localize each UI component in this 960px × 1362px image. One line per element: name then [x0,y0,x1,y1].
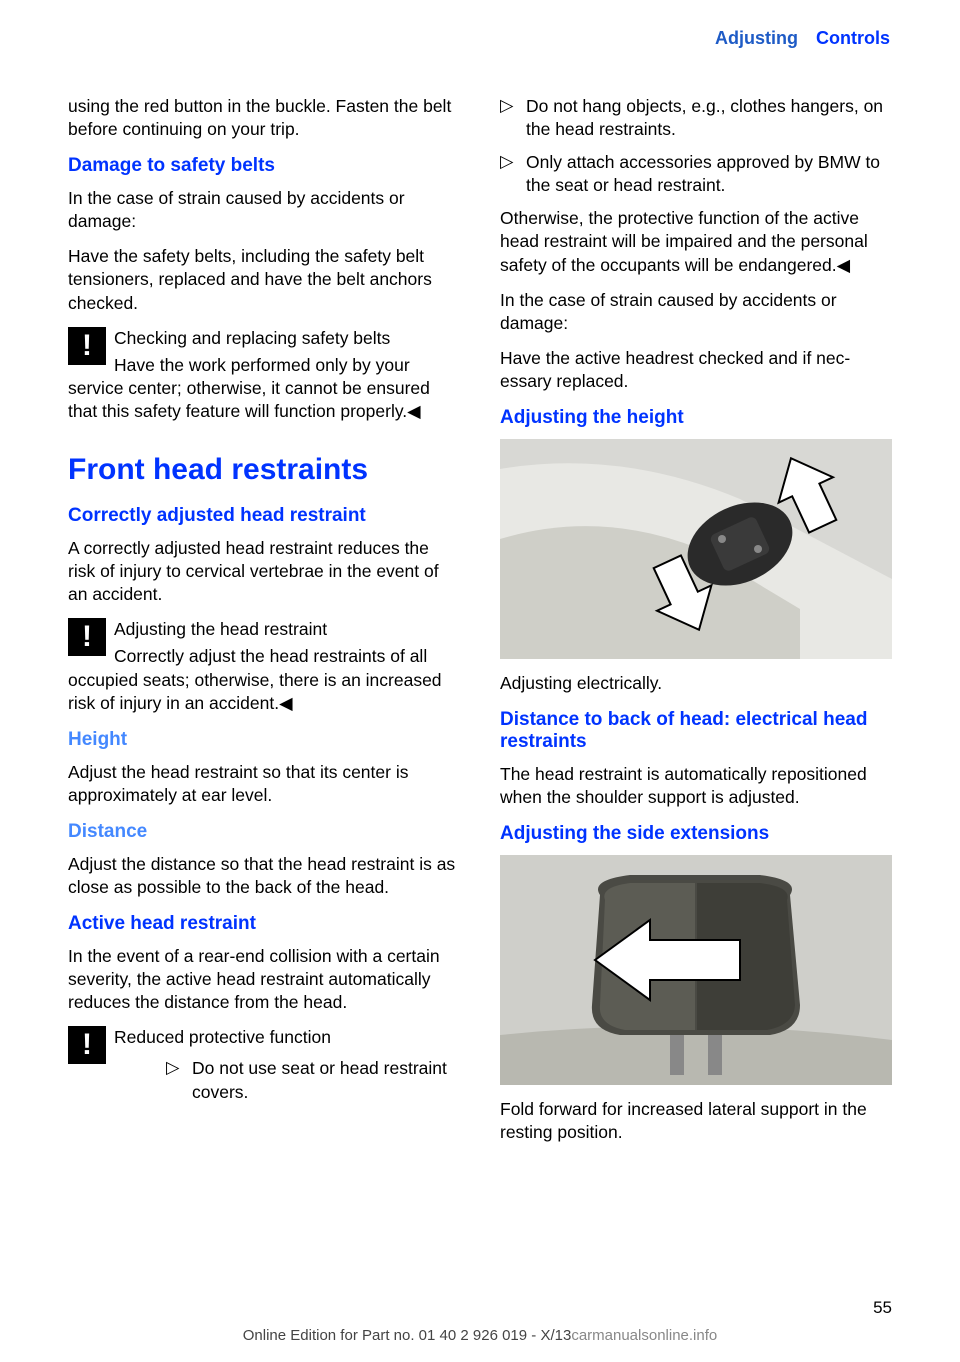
bullet-marker: ▷ [500,95,526,141]
header: Adjusting Controls [715,28,890,49]
footer-brand: carmanualsonline.info [571,1327,717,1344]
heading-distance: Distance [68,821,460,843]
bullet-item: ▷ Only attach accessories approved by BM… [500,151,892,197]
paragraph: In the case of strain caused by accident… [68,187,460,233]
heading-correctly-adjusted: Correctly adjusted head restraint [68,505,460,527]
heading-side-extensions: Adjusting the side extensions [500,823,892,845]
figure-caption: Adjusting electrically. [500,672,892,695]
heading-distance-back: Distance to back of head: electrical hea… [500,709,892,753]
heading-damage: Damage to safety belts [68,155,460,177]
warning-icon: ! [68,618,106,656]
paragraph: Adjust the head restraint so that its ce… [68,761,460,807]
footer: Online Edition for Part no. 01 40 2 926 … [0,1327,960,1344]
paragraph: In the case of strain caused by accident… [500,289,892,335]
column-left: using the red button in the buckle. Fast… [68,95,460,1157]
paragraph: A correctly adjusted head restraint redu… [68,537,460,606]
figure-headrest [500,855,892,1085]
bullet-marker: ▷ [500,151,526,197]
warning-block: ! Checking and replacing safety belts Ha… [68,327,460,423]
page-number: 55 [873,1298,892,1318]
bullet-item: ▷ Do not hang objects, e.g., clothes han… [500,95,892,141]
figure-caption: Fold forward for increased lateral suppo… [500,1098,892,1144]
heading-height: Height [68,729,460,751]
paragraph: Have the active headrest checked and if … [500,347,892,393]
footer-text: Online Edition for Part no. 01 40 2 926 … [243,1327,572,1344]
header-chapter: Controls [816,28,890,49]
paragraph: Otherwise, the protective function of th… [500,207,892,276]
bullet-marker: ▷ [166,1057,192,1103]
header-section: Adjusting [715,28,798,49]
warning-title: Adjusting the head restraint [68,618,460,641]
bullet-text: Only attach accessories approved by BMW … [526,151,892,197]
warning-text: Correctly adjust the head restraints of … [68,645,460,714]
bullet-item: ▷ Do not use seat or head restraint cove… [114,1057,460,1103]
warning-title: Checking and replacing safety belts [68,327,460,350]
paragraph: using the red button in the buckle. Fast… [68,95,460,141]
heading-adjusting-height: Adjusting the height [500,407,892,429]
heading-front-head-restraints: Front head restraints [68,453,460,487]
paragraph: The head restraint is automatically repo… [500,763,892,809]
warning-title: Reduced protective function [68,1026,460,1049]
bullet-text: Do not use seat or head restraint covers… [192,1057,460,1103]
figure-seat-control [500,439,892,659]
column-right: ▷ Do not hang objects, e.g., clothes han… [500,95,892,1157]
bullet-text: Do not hang objects, e.g., clothes hange… [526,95,892,141]
warning-icon: ! [68,1026,106,1064]
warning-block: ! Adjusting the head restraint Correctly… [68,618,460,714]
content: using the red button in the buckle. Fast… [68,95,892,1157]
warning-block: ! Reduced protective function ▷ Do not u… [68,1026,460,1103]
paragraph: Have the safety belts, including the saf… [68,245,460,314]
heading-active-restraint: Active head restraint [68,913,460,935]
warning-icon: ! [68,327,106,365]
paragraph: In the event of a rear-end collision wit… [68,945,460,1014]
warning-text: Have the work performed only by your ser… [68,354,460,423]
paragraph: Adjust the distance so that the head res… [68,853,460,899]
